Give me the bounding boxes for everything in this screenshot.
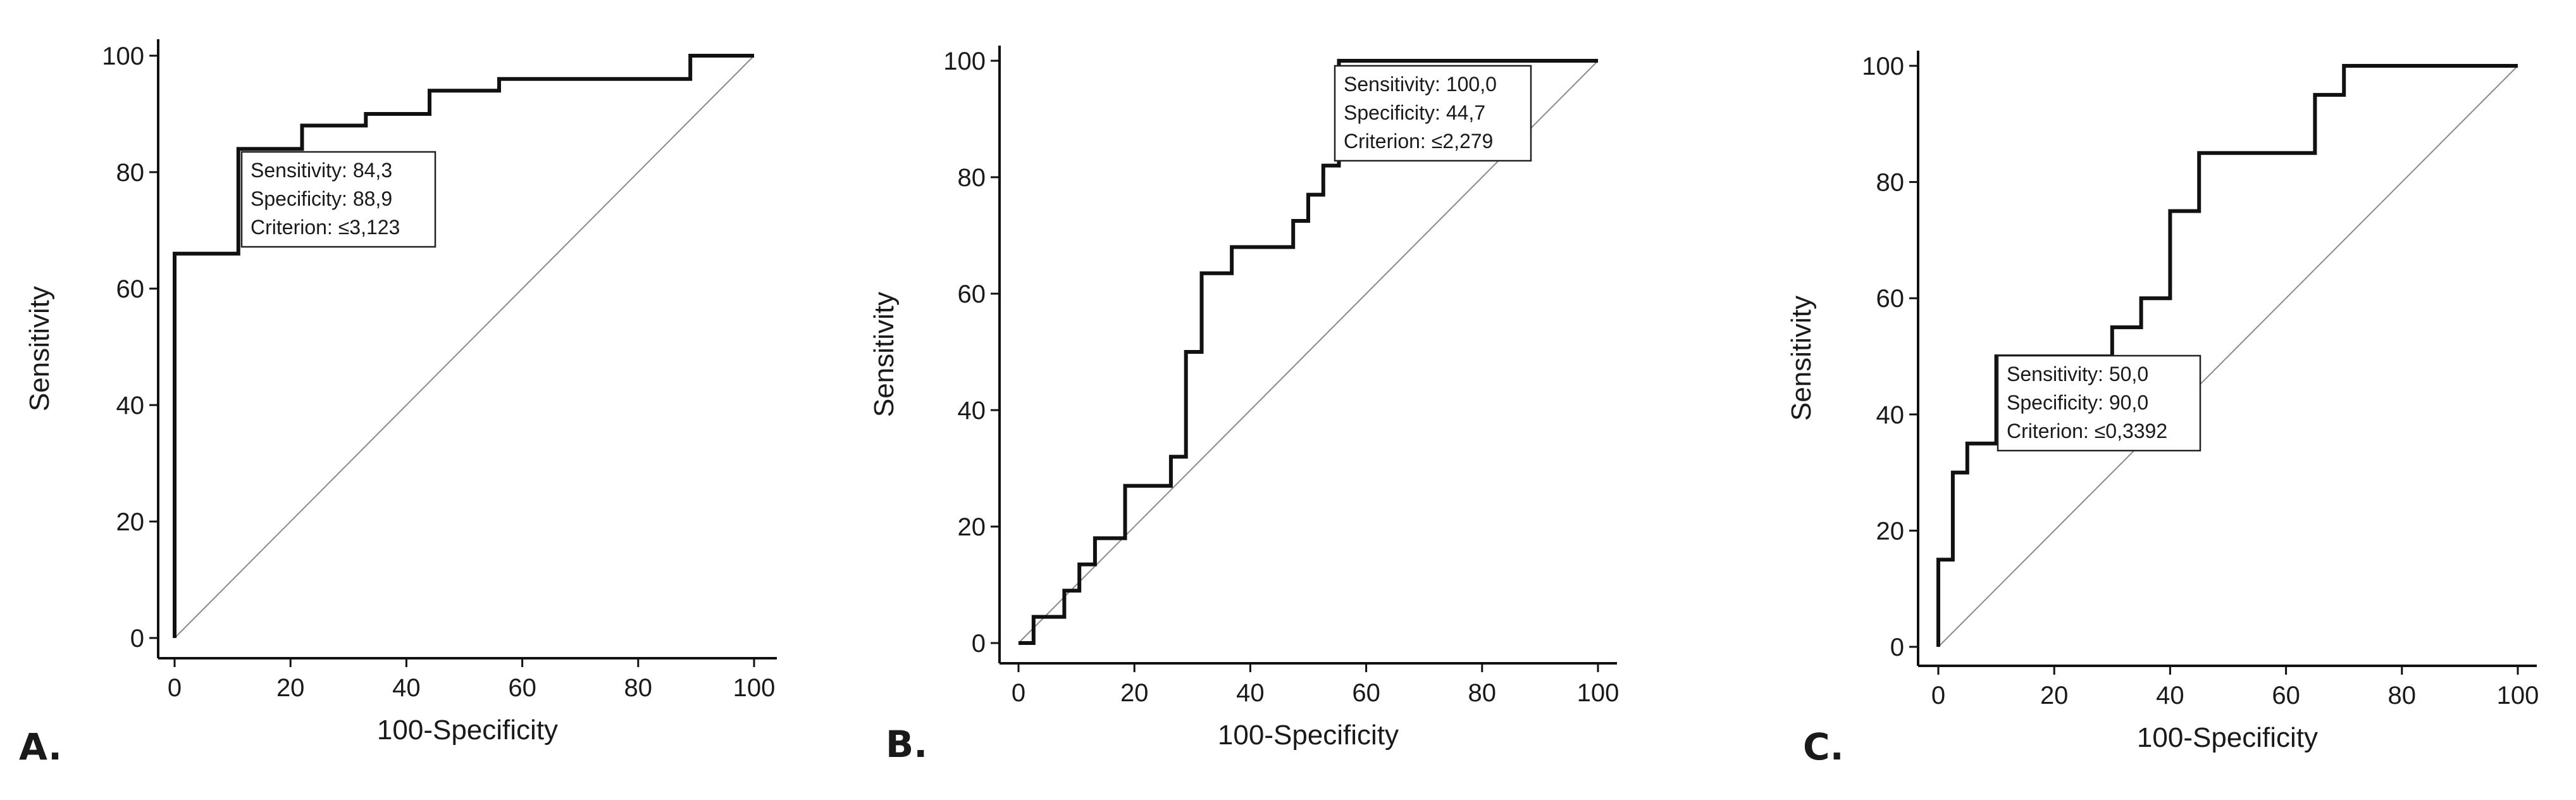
panel-c-annotation: Sensitivity: 50,0 Specificity: 90,0 Crit…	[1997, 354, 2201, 452]
panel-a-x-tick-label: 40	[392, 674, 421, 702]
panel-c-criterion-text: Criterion: ≤0,3392	[2007, 420, 2167, 442]
panel-b-y-tick-label: 60	[958, 280, 986, 308]
panel-b-y-tick-label: 100	[943, 47, 986, 75]
panel-c-y-tick-label: 20	[1876, 517, 1905, 545]
panel-b-annotation: Sensitivity: 100,0 Specificity: 44,7 Cri…	[1334, 65, 1532, 162]
panel-a-x-axis-title: 100-Specificity	[377, 715, 558, 746]
panel-c-x-tick-label: 20	[2040, 682, 2069, 709]
panel-c-y-tick-label: 80	[1876, 169, 1905, 197]
panel-c-roc-curve	[1936, 64, 2518, 647]
panel-b-x-tick-label: 0	[1012, 679, 1025, 707]
panel-a-y-tick-label: 20	[116, 508, 145, 536]
panel-b-criterion-text: Criterion: ≤2,279	[1344, 130, 1493, 153]
panel-b-y-tick-label: 0	[972, 630, 986, 658]
panel-c-x-ticks: 0 20 40 60 80 100	[1931, 666, 2539, 709]
panel-b-x-tick-label: 80	[1468, 679, 1497, 707]
panel-b-y-ticks: 0 20 40 60 80 100	[943, 47, 1000, 658]
panel-c-x-tick-label: 80	[2388, 682, 2417, 709]
panel-b-x-tick-label: 60	[1352, 679, 1380, 707]
panel-b-roc-curve	[1019, 59, 1598, 645]
panel-c-y-tick-label: 100	[1862, 53, 1904, 80]
panel-a-y-tick-label: 0	[130, 625, 144, 653]
panel-a-sensitivity-text: Sensitivity: 84,3	[251, 159, 392, 182]
panel-b: 0 20 40 60 80 100 0 20 40 60 80 100 Sensitivity: 1…	[869, 46, 1619, 766]
panel-a-y-tick-label: 80	[116, 159, 145, 187]
panel-a-x-tick-label: 80	[624, 674, 653, 702]
panel-a-grid-axes	[157, 39, 777, 659]
panel-c-sensitivity-text: Sensitivity: 50,0	[2007, 363, 2148, 385]
panel-a-reference-line	[174, 55, 755, 639]
panel-a-x-tick-label: 100	[733, 674, 776, 702]
panel-a-label: A.	[19, 725, 62, 768]
panel-b-y-tick-label: 40	[958, 397, 986, 425]
panel-a-y-tick-label: 100	[102, 42, 144, 70]
panel-a-x-tick-label: 20	[276, 674, 305, 702]
panel-c-y-tick-label: 40	[1876, 401, 1905, 429]
panel-c-annotation-box	[1997, 354, 2201, 452]
panel-a-specificity-text: Specificity: 88,9	[251, 187, 392, 210]
panel-b-label: B.	[886, 723, 927, 766]
panel-b-annotation-box	[1334, 65, 1532, 162]
panel-c-y-axis-title: Sensitivity	[1786, 296, 1817, 421]
panel-a-x-tick-label: 0	[168, 674, 182, 702]
panel-c-y-tick-label: 60	[1876, 285, 1905, 313]
panel-c-grid-axes	[1917, 51, 2537, 667]
panel-c-reference-line	[1938, 65, 2518, 647]
panel-c-x-tick-label: 0	[1931, 682, 1945, 709]
panel-a-x-tick-label: 60	[508, 674, 536, 702]
panel-c-specificity-text: Specificity: 90,0	[2007, 391, 2148, 414]
panel-a-y-axis-title: Sensitivity	[24, 286, 55, 411]
panel-a-roc-curve	[173, 54, 754, 638]
panel-b-x-tick-label: 40	[1236, 679, 1265, 707]
panel-c-x-axis-title: 100-Specificity	[2137, 722, 2318, 753]
panel-a-y-tick-label: 40	[116, 392, 145, 420]
panel-c-x-tick-label: 100	[2497, 682, 2539, 709]
panel-b-y-tick-label: 20	[958, 513, 986, 541]
panel-b-x-ticks: 0 20 40 60 80 100	[1012, 663, 1619, 707]
panel-b-y-axis-title: Sensitivity	[869, 292, 900, 417]
panel-b-x-tick-label: 100	[1577, 679, 1619, 707]
panel-a-criterion-text: Criterion: ≤3,123	[251, 216, 400, 239]
panel-a: 0 20 40 60 80 100 0 20 40 60 80 100 Sensitivity: 8…	[19, 39, 777, 768]
panel-b-x-tick-label: 20	[1120, 679, 1149, 707]
panel-a-x-ticks: 0 20 40 60 80 100	[168, 658, 776, 702]
panel-b-specificity-text: Specificity: 44,7	[1344, 101, 1485, 124]
panel-c: 0 20 40 60 80 100 0 20 40 60 80 100 Sensitivity: 5…	[1786, 51, 2539, 768]
panel-a-annotation: Sensitivity: 84,3 Specificity: 88,9 Crit…	[240, 151, 437, 248]
panel-a-y-tick-label: 60	[116, 275, 145, 303]
panel-b-y-tick-label: 80	[958, 164, 986, 192]
panel-b-grid-axes	[998, 46, 1617, 665]
panel-c-x-tick-label: 40	[2156, 682, 2184, 709]
panel-a-y-ticks: 0 20 40 60 80 100	[102, 42, 158, 653]
panel-c-y-tick-label: 0	[1890, 634, 1904, 661]
panel-a-annotation-box	[240, 151, 437, 248]
panel-c-x-tick-label: 60	[2272, 682, 2300, 709]
panel-c-label: C.	[1803, 725, 1844, 768]
panel-b-sensitivity-text: Sensitivity: 100,0	[1344, 73, 1497, 96]
panel-c-y-ticks: 0 20 40 60 80 100	[1862, 53, 1918, 661]
panel-b-x-axis-title: 100-Specificity	[1218, 720, 1399, 751]
